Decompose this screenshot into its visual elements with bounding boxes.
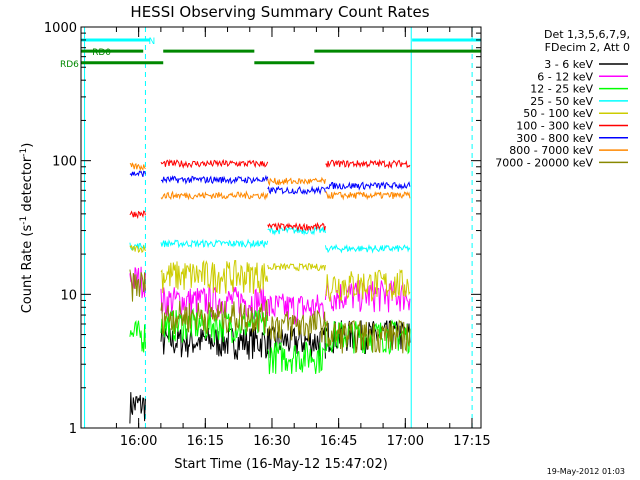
x-tick-label: 17:15 [453,434,490,449]
series-line-300-800-kev [129,170,411,196]
legend-label: 6 - 12 keV [537,70,593,83]
legend-label: 50 - 100 keV [523,107,593,120]
footer-timestamp: 19-May-2012 01:03 [547,467,625,476]
legend-label: 300 - 800 keV [516,132,593,145]
y-axis-label: Count Rate (s-1 detector-1) [19,143,35,314]
axes-frame [80,26,482,429]
legend-label: 100 - 300 keV [516,120,593,133]
state-label-n: N [149,37,156,47]
legend-label: 7000 - 20000 keV [495,156,593,169]
x-axis-label: Start Time (16-May-12 15:47:02) [174,457,388,472]
legend: Det 1,3,5,6,7,9, FDecim 2, Att 0 3 - 6 k… [495,28,630,169]
series-line-800-7000-kev [129,162,411,201]
state-label-rd6: RD6 [60,60,79,70]
legend-label: 800 - 7000 keV [509,144,593,157]
series-line-100-300-kev [129,158,411,232]
y-tick-label: 100 [52,155,77,170]
legend-header-line-2: FDecim 2, Att 0 [545,41,630,54]
series-line-25-50-kev [129,226,411,254]
x-tick-label: 17:00 [387,434,424,449]
x-tick-label: 16:00 [120,434,157,449]
series-line-50-100-kev [129,244,411,302]
x-tick-label: 16:45 [320,434,357,449]
state-label-rd0: RD0 [92,48,111,58]
chart-title: HESSI Observing Summary Count Rates [130,3,429,21]
x-tick-label: 16:30 [253,434,290,449]
series-line-12-25-kev [129,307,411,375]
legend-label: 12 - 25 keV [530,83,593,96]
plot-area: N RD0 RD6 1 10 100 1000 16:00 16:15 16:30 16:45 17:… [44,21,491,449]
series-line-7000-20000-kev [129,269,411,354]
series-line-3-6-kev [129,320,411,424]
y-tick-label: 1000 [44,21,77,36]
legend-label: 3 - 6 keV [544,58,593,71]
legend-label: 25 - 50 keV [530,95,593,108]
y-tick-label: 10 [60,288,77,303]
y-tick-label: 1 [69,422,77,437]
x-tick-label: 16:15 [187,434,224,449]
legend-header-line-1: Det 1,3,5,6,7,9, [544,28,630,41]
series-line-6-12-kev [129,266,411,326]
